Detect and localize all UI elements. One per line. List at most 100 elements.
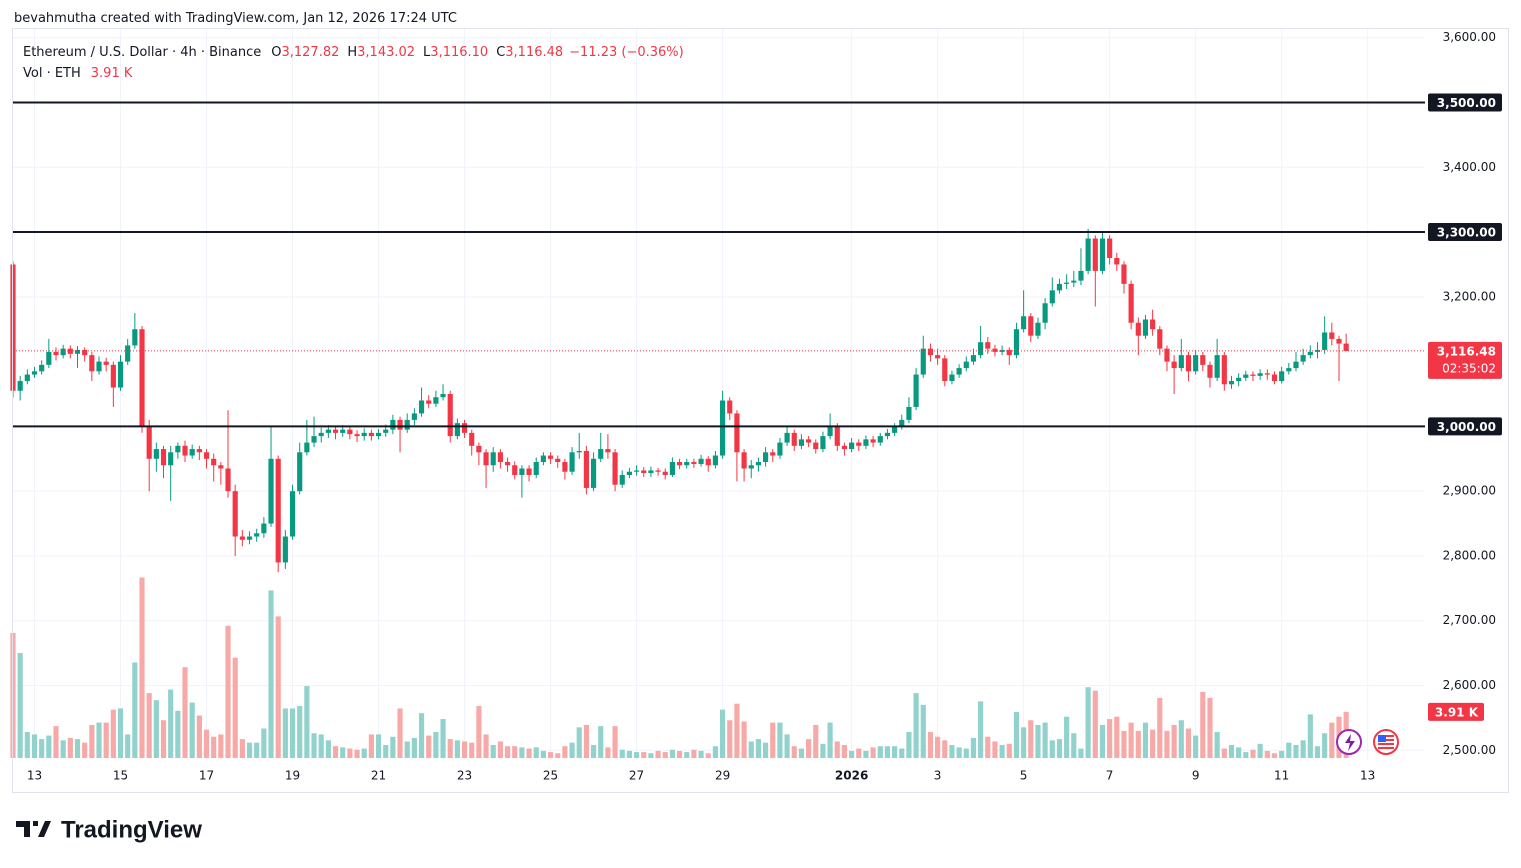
- chart-frame: [12, 28, 1509, 793]
- volume-bar: [1107, 719, 1113, 758]
- y-tick-label: 2,900.00: [1443, 484, 1496, 498]
- volume-bar: [89, 724, 95, 758]
- volume-bar: [920, 704, 926, 758]
- level-label: 3,000.00: [1437, 420, 1496, 434]
- volume-bar: [304, 686, 310, 758]
- volume-bar: [1185, 728, 1192, 758]
- volume-bar: [60, 740, 66, 758]
- level-label-box: [1428, 93, 1502, 112]
- candle-body: [1236, 377, 1242, 382]
- volume-bar: [504, 746, 511, 758]
- volume-bar: [82, 742, 88, 758]
- ohlc-label: O: [271, 45, 282, 60]
- volume-bar: [232, 657, 238, 758]
- candle-body: [662, 471, 668, 475]
- candle-body: [619, 474, 625, 485]
- symbol: Ethereum / U.S. Dollar · 4h · Binance: [23, 45, 262, 60]
- x-tick-label: 5: [1020, 769, 1028, 783]
- candle-body: [426, 400, 432, 404]
- ohlc-label: H: [347, 45, 358, 60]
- logo-text: TradingView: [61, 816, 202, 843]
- candle-body: [1228, 381, 1235, 385]
- candle-body: [705, 458, 711, 466]
- volume-bar: [562, 746, 568, 758]
- volume-bar: [884, 746, 891, 758]
- volume-bar: [770, 722, 776, 758]
- volume-bar: [1271, 753, 1278, 758]
- volume-bar: [318, 734, 324, 758]
- ohlc-value: 3,116.10: [430, 45, 489, 60]
- volume-bar: [949, 745, 955, 758]
- volume-bar: [834, 741, 840, 758]
- candle-body: [461, 423, 468, 433]
- volume-bar: [175, 710, 181, 758]
- y-tick-label: 3,400.00: [1443, 160, 1496, 174]
- candle-body: [1128, 283, 1134, 323]
- volume-bar: [727, 720, 733, 758]
- candle-body: [698, 458, 704, 464]
- volume-bar: [820, 743, 826, 758]
- candle-body: [497, 452, 503, 463]
- volume-bar: [110, 709, 116, 758]
- candle-body: [512, 465, 518, 475]
- candle-body: [820, 436, 826, 450]
- candle-body: [583, 451, 589, 488]
- candle-body: [1064, 282, 1070, 284]
- ohlc-value: 3,116.48: [505, 45, 564, 60]
- candle-body: [906, 406, 912, 420]
- level-label: 3,500.00: [1437, 96, 1496, 110]
- volume-bar: [576, 727, 582, 758]
- candle-body: [712, 455, 718, 466]
- candle-body: [748, 465, 754, 469]
- volume-bar: [354, 749, 360, 758]
- candle-body: [526, 468, 532, 475]
- volume-bar: [590, 745, 597, 758]
- y-tick-label: 2,700.00: [1443, 613, 1496, 627]
- volume-bar: [1307, 714, 1313, 758]
- candle-body: [1142, 319, 1149, 336]
- candle-body: [806, 439, 812, 443]
- x-tick-label: 17: [199, 769, 214, 783]
- candle-body: [1307, 351, 1313, 356]
- credit: bevahmutha created with TradingView.com,…: [14, 11, 457, 26]
- x-tick-label: 13: [27, 769, 42, 783]
- candle-body: [218, 465, 224, 469]
- candle-body: [985, 342, 991, 349]
- volume-bar: [261, 728, 267, 758]
- volume-bar: [1322, 733, 1328, 758]
- candle-body: [978, 342, 984, 356]
- candle-body: [368, 432, 374, 437]
- x-tick-label: 3: [934, 769, 942, 783]
- candle-body: [246, 536, 253, 540]
- candle-body: [626, 471, 632, 475]
- candle-body: [289, 491, 296, 537]
- volume-bar: [254, 742, 260, 758]
- x-tick-label: 9: [1192, 769, 1200, 783]
- volume-bar: [1128, 722, 1134, 758]
- candle-body: [125, 345, 131, 362]
- candle-body: [490, 452, 496, 466]
- candle-body: [239, 536, 245, 540]
- candle-body: [562, 462, 568, 472]
- candle-body: [96, 361, 102, 372]
- volume-bar: [1193, 735, 1199, 758]
- candle-body: [275, 458, 281, 563]
- volume-bar: [691, 749, 697, 758]
- candle-body: [1271, 374, 1278, 382]
- ohlc-label: L: [423, 45, 431, 60]
- candle-body: [1114, 257, 1120, 265]
- x-tick-label: 23: [457, 769, 472, 783]
- candle-body: [777, 442, 783, 456]
- volume-bar: [583, 724, 589, 758]
- candle-body: [1085, 238, 1091, 271]
- volume-bar: [1214, 732, 1220, 758]
- candle-body: [555, 458, 561, 463]
- candle-body: [24, 374, 30, 382]
- candle-body: [720, 400, 726, 456]
- ohlc-value: 3,127.82: [281, 45, 340, 60]
- volume-bar: [870, 747, 876, 758]
- volume-bar: [447, 739, 453, 758]
- volume-bar: [375, 734, 382, 758]
- x-tick-label: 25: [543, 769, 558, 783]
- volume-bar: [1049, 740, 1055, 758]
